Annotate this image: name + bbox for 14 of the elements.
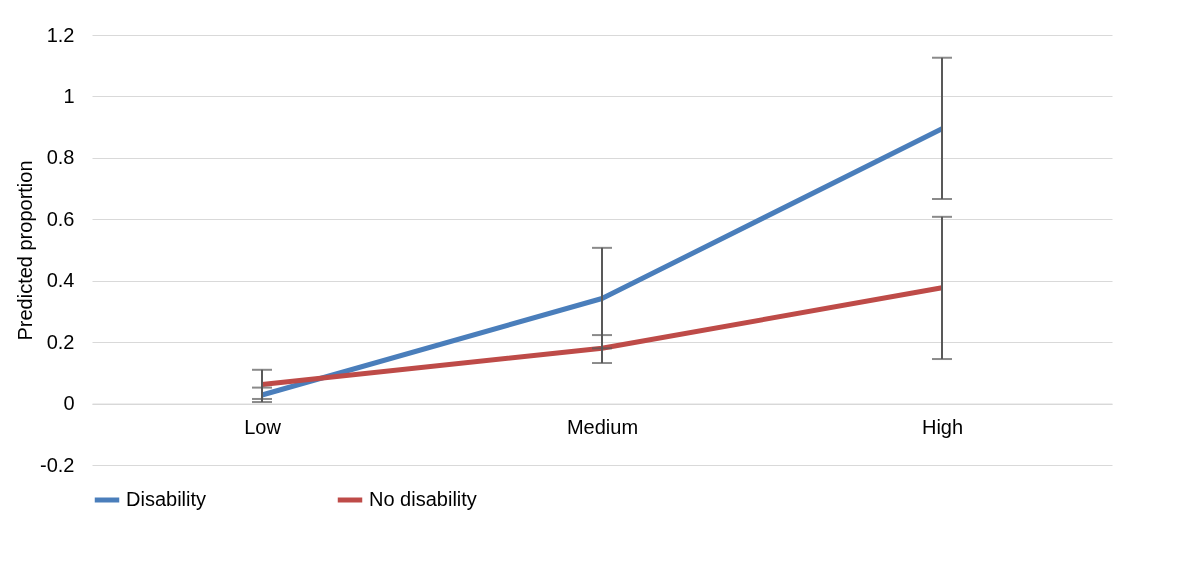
y-tick-label: 0 — [63, 392, 75, 415]
y-tick-label: 0.6 — [46, 207, 75, 230]
y-tick-label: 1.2 — [46, 23, 75, 46]
y-tick-label: 0.2 — [46, 330, 75, 353]
y-tick-label: -0.2 — [40, 453, 75, 476]
y-axis-title: Predicted proportion — [14, 160, 37, 341]
y-tick-label: 1 — [63, 84, 75, 107]
x-tick-label: High — [921, 416, 964, 439]
y-tick-label: 0.8 — [46, 146, 75, 169]
x-tick-label: Low — [244, 416, 282, 439]
y-tick-label: 0.4 — [46, 269, 75, 292]
legend-label: No disability — [369, 488, 477, 510]
x-tick-label: Medium — [566, 416, 639, 439]
legend-label: Disability — [126, 488, 207, 510]
